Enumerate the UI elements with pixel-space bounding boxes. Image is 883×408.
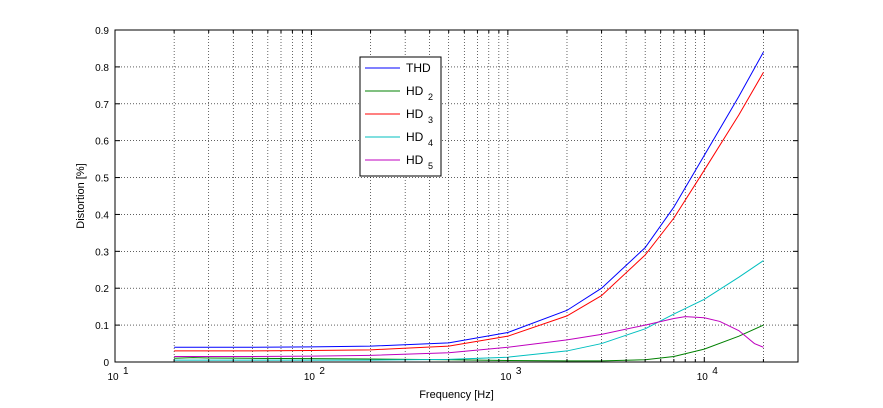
- legend: THD HD 2 HD 3 HD 4 HD 5: [359, 56, 442, 177]
- legend-label-thd: THD: [406, 61, 431, 75]
- x-tick-label: 10: [107, 372, 119, 383]
- x-tick-exponent: 2: [319, 366, 325, 377]
- y-tick-label: 0.8: [95, 63, 109, 74]
- y-tick-label: 0.3: [95, 247, 109, 258]
- legend-label-hd5: HD: [406, 153, 424, 167]
- y-axis-label: Distortion [%]: [75, 163, 87, 228]
- y-tick-label: 0.5: [95, 174, 109, 185]
- legend-subscript: 5: [428, 161, 433, 171]
- series-line-hd5: [174, 316, 764, 357]
- y-tick-labels: 0 0.1 0.2 0.3 0.4 0.5 0.6 0.7 0.8 0.9: [95, 26, 109, 369]
- series-line-hd3: [174, 72, 764, 352]
- y-tick-label: 0: [103, 358, 109, 369]
- x-tick-label: 10: [304, 372, 316, 383]
- y-tick-label: 0.1: [95, 321, 109, 332]
- legend-subscript: 3: [428, 115, 433, 125]
- legend-subscript: 2: [428, 92, 433, 102]
- y-tick-label: 0.2: [95, 284, 109, 295]
- legend-label-hd2: HD: [406, 84, 424, 98]
- legend-subscript: 4: [428, 138, 433, 148]
- x-axis-label: Frequency [Hz]: [419, 389, 494, 401]
- series-line-thd: [174, 51, 764, 348]
- grid-lines: [115, 30, 798, 362]
- legend-box: [359, 56, 442, 177]
- y-tick-label: 0.4: [95, 210, 109, 221]
- x-tick-label: 10: [697, 372, 709, 383]
- x-tick-exponent: 1: [123, 366, 129, 377]
- axes-box: [114, 29, 799, 363]
- y-tick-label: 0.7: [95, 100, 109, 111]
- x-tick-label: 10: [500, 372, 512, 383]
- axis-ticks: [115, 29, 798, 363]
- x-tick-exponent: 3: [516, 366, 522, 377]
- y-tick-label: 0.6: [95, 137, 109, 148]
- y-tick-label: 0.9: [95, 26, 109, 37]
- x-tick-exponent: 4: [712, 366, 718, 377]
- legend-label-hd4: HD: [406, 130, 424, 144]
- legend-label-hd3: HD: [406, 107, 424, 121]
